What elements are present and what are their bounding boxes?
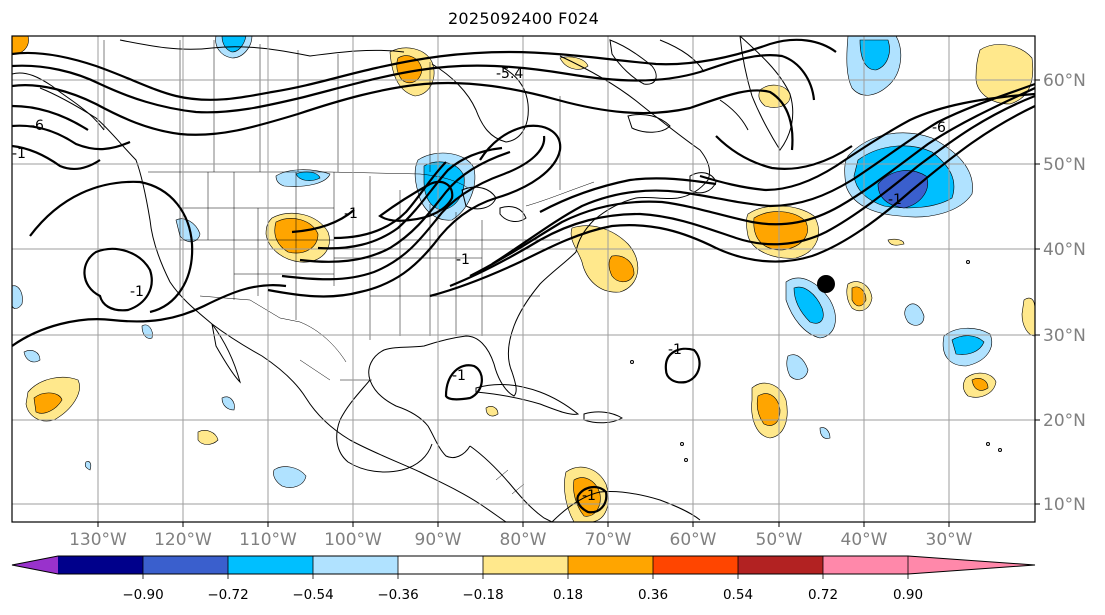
graticule	[12, 36, 1035, 522]
lon-label-30w: 30°W	[926, 530, 973, 550]
lon-label-80w: 80°W	[500, 530, 547, 550]
colorbar-segment	[738, 556, 823, 574]
colorbar-tick-label: −0.18	[462, 587, 503, 603]
lon-label-60w: 60°W	[670, 530, 717, 550]
colorbar-segment	[12, 556, 58, 574]
lon-label-70w: 70°W	[585, 530, 632, 550]
contour-label: -1	[12, 146, 26, 162]
colorbar-segment	[228, 556, 313, 574]
colorbar-segment	[313, 556, 398, 574]
height-contours	[12, 38, 1035, 514]
contour-label: -1	[344, 206, 358, 222]
colorbar-segment	[483, 556, 568, 574]
contour-label: -5.4	[496, 66, 523, 82]
colorbar: −0.90 −0.72 −0.54 −0.36 −0.18 0.18 0.36 …	[11, 555, 1036, 603]
colorbar-tick-label: −0.54	[292, 587, 333, 603]
contour-label: -1	[668, 342, 682, 358]
contour-label: -6	[30, 118, 44, 134]
lon-label-120w: 120°W	[154, 530, 212, 550]
colorbar-tick-label: −0.36	[377, 587, 418, 603]
lon-label-100w: 100°W	[324, 530, 382, 550]
colorbar-tick-label: 0.36	[638, 587, 668, 603]
contour-labels: -6 -5.4 -1 -1 -1 -1 -1 -1 -1 -1 -6	[12, 66, 946, 504]
lon-label-110w: 110°W	[239, 530, 297, 550]
lat-label-10n: 10°N	[1043, 495, 1086, 515]
lon-label-40w: 40°W	[841, 530, 888, 550]
map-title: 2025092400 F024	[447, 9, 600, 28]
colorbar-tick-label: 0.72	[808, 587, 838, 603]
colorbar-outline	[11, 555, 1036, 575]
longitude-axis: 130°W 120°W 110°W 100°W 90°W 80°W 70°W 6…	[69, 522, 973, 550]
colorbar-segment	[398, 556, 483, 574]
contour-label: -1	[452, 368, 466, 384]
map-plot-area: -6 -5.4 -1 -1 -1 -1 -1 -1 -1 -1 -6	[12, 36, 1035, 522]
lat-label-60n: 60°N	[1043, 71, 1086, 91]
latitude-axis: 60°N 50°N 40°N 30°N 20°N 10°N	[1035, 71, 1086, 515]
colorbar-segment	[653, 556, 738, 574]
colorbar-tick-label: 0.54	[723, 587, 753, 603]
colorbar-segment	[568, 556, 653, 574]
colorbar-tick-label: 0.90	[893, 587, 923, 603]
colorbar-segment	[908, 556, 1035, 574]
lon-label-130w: 130°W	[69, 530, 127, 550]
contour-label: -1	[582, 488, 596, 504]
contour-label: -1	[130, 284, 144, 300]
colorbar-tick-label: −0.72	[207, 587, 248, 603]
lon-label-50w: 50°W	[756, 530, 803, 550]
colorbar-segment	[58, 556, 143, 574]
coastlines	[12, 36, 1002, 522]
lat-label-20n: 20°N	[1043, 411, 1086, 431]
contour-label: -1	[456, 252, 470, 268]
colorbar-tick-label: 0.18	[553, 587, 583, 603]
colorbar-segment	[823, 556, 908, 574]
lat-label-40n: 40°N	[1043, 240, 1086, 260]
storm-position-marker	[817, 275, 835, 293]
colorbar-segment	[143, 556, 228, 574]
lat-label-30n: 30°N	[1043, 326, 1086, 346]
colorbar-tick-label: −0.90	[122, 587, 163, 603]
lon-label-90w: 90°W	[415, 530, 462, 550]
contour-label: -6	[932, 120, 946, 136]
contour-label: -1	[888, 192, 902, 208]
lat-label-50n: 50°N	[1043, 155, 1086, 175]
